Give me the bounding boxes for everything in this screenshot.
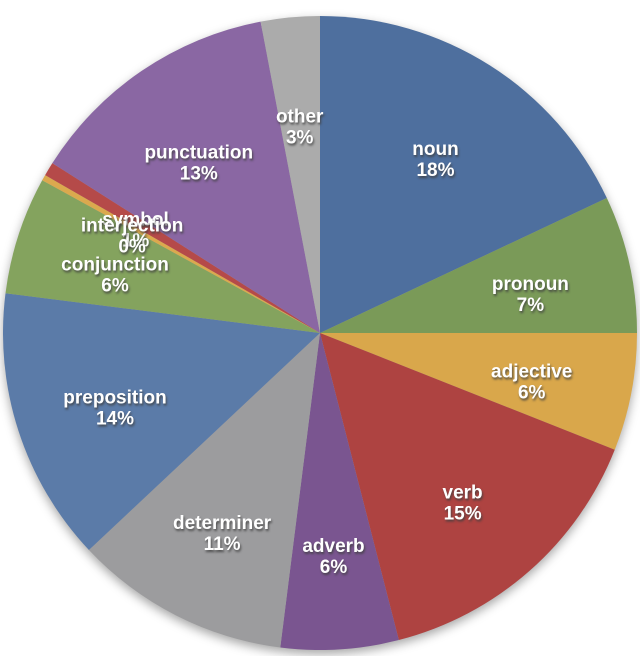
pie-slice-symbol: [45, 163, 320, 333]
pie-slice-noun: [320, 16, 607, 333]
pie-slice-determiner: [88, 333, 320, 648]
pie-slice-verb: [320, 333, 615, 641]
pie-slice-punctuation: [52, 21, 320, 334]
pie-slice-preposition: [3, 293, 320, 550]
pie-slice-adverb: [280, 333, 399, 650]
pie-slice-pronoun: [320, 198, 637, 333]
pie-slice-interjection: [42, 175, 321, 333]
pie-slice-other: [260, 15, 320, 333]
pie-slices-group: [3, 15, 637, 650]
pie-slice-conjunction: [5, 180, 320, 333]
pie-slice-adjective: [320, 333, 637, 450]
